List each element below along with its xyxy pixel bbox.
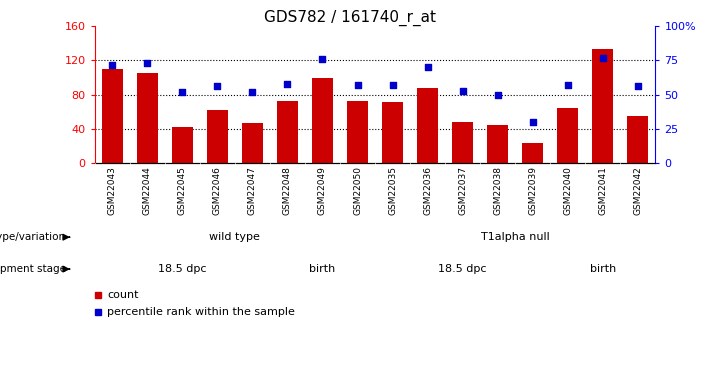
Point [422,64,433,70]
Text: 18.5 dpc: 18.5 dpc [438,264,487,274]
Bar [347,100,368,163]
Text: GSM22042: GSM22042 [634,166,642,215]
Bar [627,116,648,163]
Point [562,82,573,88]
Text: wild type: wild type [210,232,260,242]
Bar [487,126,508,163]
Text: GSM22043: GSM22043 [108,166,116,215]
Text: GSM22048: GSM22048 [283,166,292,215]
Point [527,119,538,125]
Bar [382,102,403,163]
Text: GSM22038: GSM22038 [494,166,502,215]
Bar [592,50,613,163]
Bar [452,122,473,163]
Text: birth: birth [309,264,336,274]
Text: development stage: development stage [0,264,66,274]
Point [177,89,188,95]
Point [142,60,153,66]
Text: T1alpha null: T1alpha null [481,232,550,242]
Point [387,82,398,88]
Text: GSM22035: GSM22035 [388,166,397,215]
Text: GSM22047: GSM22047 [248,166,257,215]
Text: percentile rank within the sample: percentile rank within the sample [107,307,295,317]
Bar [137,73,158,163]
Bar [207,110,228,163]
Point [317,56,328,62]
Text: GSM22037: GSM22037 [458,166,467,215]
Bar [277,100,298,163]
Point [212,84,223,90]
Bar [417,88,438,163]
Bar [522,144,543,163]
Bar [312,78,333,163]
Point [632,84,644,90]
Text: GSM22036: GSM22036 [423,166,432,215]
Point [247,89,258,95]
Bar [102,69,123,163]
Text: 18.5 dpc: 18.5 dpc [158,264,207,274]
Point [457,88,468,94]
Text: birth: birth [590,264,616,274]
Point [492,92,503,98]
Bar [242,123,263,163]
Text: GSM22041: GSM22041 [599,166,607,215]
Bar [557,108,578,163]
Bar [172,127,193,163]
Point [597,55,608,61]
Text: count: count [107,290,139,300]
Point [352,82,363,88]
Point [107,62,118,68]
Text: GSM22044: GSM22044 [143,166,151,215]
Text: GSM22046: GSM22046 [213,166,222,215]
Text: GSM22045: GSM22045 [178,166,186,215]
Text: GSM22039: GSM22039 [529,166,537,215]
Text: GSM22040: GSM22040 [564,166,572,215]
Text: GDS782 / 161740_r_at: GDS782 / 161740_r_at [264,9,437,26]
Point [282,81,293,87]
Text: GSM22050: GSM22050 [353,166,362,215]
Text: genotype/variation: genotype/variation [0,232,66,242]
Text: GSM22049: GSM22049 [318,166,327,215]
